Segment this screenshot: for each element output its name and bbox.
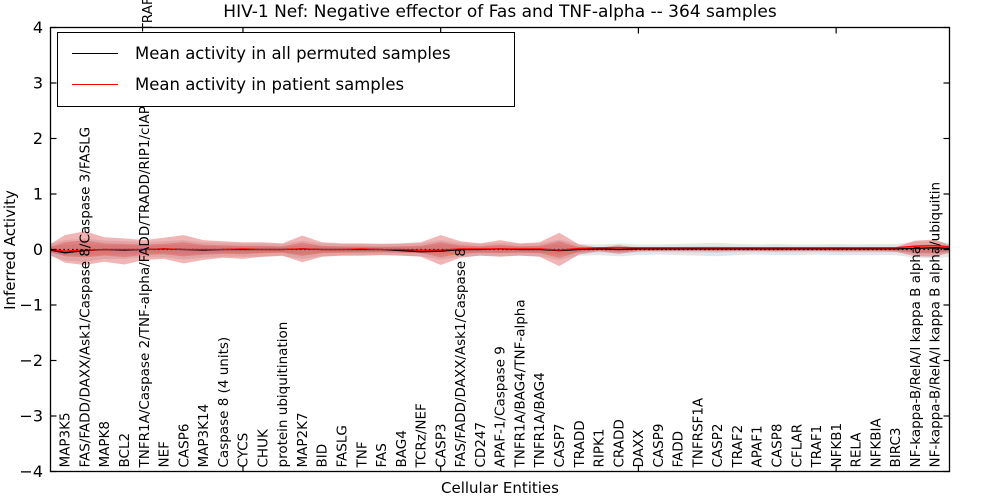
patient-line-swatch-icon [72,84,118,85]
legend-box: Mean activity in all permuted samples Me… [57,32,515,107]
entity-label: MAP3K14 [196,404,212,468]
entity-label: RIPK1 [592,429,608,468]
entity-label: BCL2 [117,433,133,468]
entity-label: FASLG [335,425,351,467]
entity-label: RELA [849,432,865,468]
entity-label: CASP6 [176,424,192,468]
entity-label: CYCS [236,433,252,468]
y-tick-label: −3 [19,407,43,426]
entity-label: FAS/FADD/DAXX/Ask1/Caspase 8 [453,248,469,467]
legend-entry-patient: Mean activity in patient samples [58,69,514,100]
chart-title: HIV-1 Nef: Negative effector of Fas and … [223,2,777,22]
entity-label: CASP9 [651,424,667,468]
entity-label: FADD [671,431,687,468]
top-partial-entity-label: TRAF2 [140,0,156,33]
entity-label: TNFR1A/BAG4 [532,372,548,468]
permuted-band-outer [50,238,950,262]
y-tick-label: 1 [33,185,43,204]
entity-label: NFKB1 [829,423,845,468]
permuted-band-inner [50,243,950,256]
entity-label: CASP7 [552,424,568,468]
y-tick-label: −1 [19,296,43,315]
entity-label: CASP8 [770,424,786,468]
y-tick-label: 2 [33,129,43,148]
entity-label: Caspase 8 (4 units) [216,337,232,468]
entity-label: MAPK8 [97,421,113,467]
legend-entry-permuted: Mean activity in all permuted samples [58,38,514,69]
entity-label: NEF [157,441,173,467]
entity-label: NF-kappa-B/RelA/I kappa B alpha [908,246,924,468]
y-tick-label: 3 [33,74,43,93]
permuted-line-swatch-icon [72,53,118,54]
entity-label: APAF-1/Caspase 9 [493,346,509,467]
entity-label: BID [315,444,331,468]
entity-label: BAG4 [394,430,410,467]
y-axis-label: Inferred Activity [1,190,19,310]
y-tick-label: −2 [19,351,43,370]
entity-label: BIRC3 [888,428,904,468]
entity-label: FAS/FADD/DAXX/Ask1/Caspase 8/Caspase 3/F… [78,127,94,468]
entity-label: CFLAR [789,424,805,468]
entity-label: TNFR1A/BAG4/TNF-alpha [513,299,529,468]
entity-label: TRAF1 [809,425,825,469]
entity-label: TNF [354,441,370,468]
patient-mean-line [50,244,950,252]
legend-label-permuted: Mean activity in all permuted samples [135,44,451,63]
entity-label: TRAF2 [730,425,746,469]
entity-label: TNFR1A/Caspase 2/TNF-alpha/FADD/TRADD/RI… [137,106,153,468]
entity-label: MAP2K7 [295,412,311,467]
entity-label: CRADD [611,419,627,467]
entity-label: CASP3 [433,424,449,468]
entity-label: APAF1 [750,425,766,467]
entity-label: CASP2 [710,424,726,468]
entity-label: TRADD [572,420,588,468]
y-tick-label: 4 [33,18,43,37]
entity-label: CD247 [473,422,489,468]
entity-label: protein ubiquitination [275,322,291,468]
y-tick-label: −4 [19,462,43,481]
entity-label: CHUK [255,428,271,467]
entity-label: TCRz/NEF [414,403,430,468]
entity-label: TNFRSF1A [690,397,706,468]
entity-label: DAXX [631,430,647,468]
entity-label: FAS [374,443,390,467]
entity-label: NFKBIA [868,418,884,468]
entity-label: NF-kappa-B/RelA/I kappa B alpha/ubiquiti… [928,182,944,468]
entity-label: MAP3K5 [58,412,74,467]
y-tick-label: 0 [33,240,43,259]
legend-label-patient: Mean activity in patient samples [135,75,405,94]
x-axis-label: Cellular Entities [441,479,559,497]
